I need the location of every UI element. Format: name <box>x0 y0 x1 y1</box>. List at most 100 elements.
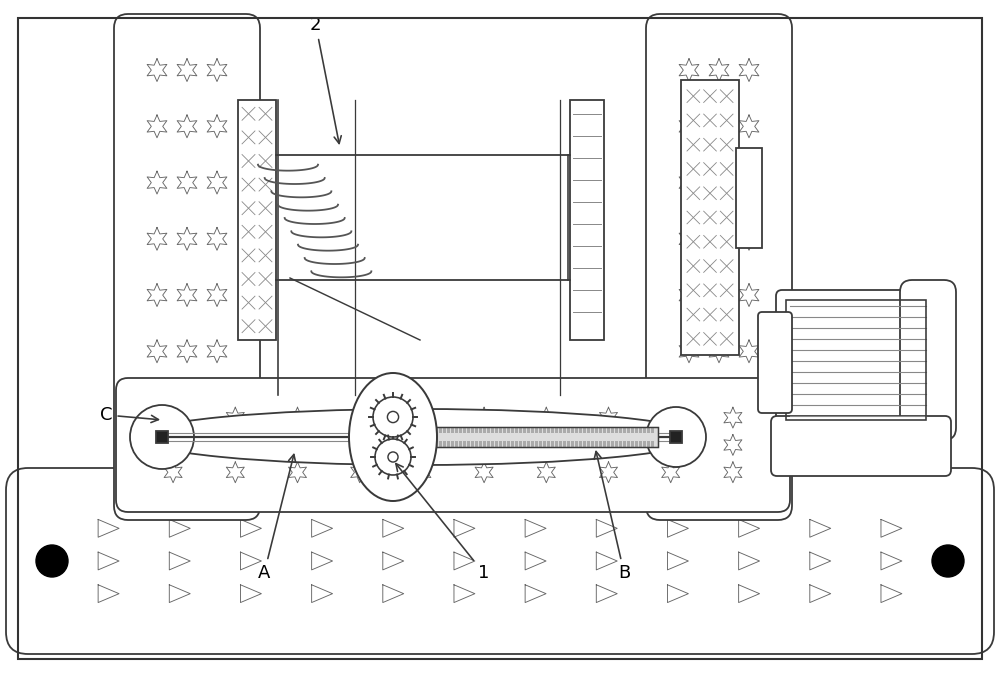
FancyBboxPatch shape <box>758 312 792 413</box>
Bar <box>786 300 926 420</box>
Bar <box>503 441 506 447</box>
Bar <box>571 441 574 447</box>
Bar <box>643 427 646 433</box>
Bar <box>575 441 578 447</box>
Bar <box>463 427 466 433</box>
Bar <box>503 427 506 433</box>
Bar <box>539 427 542 433</box>
Bar <box>547 441 550 447</box>
Bar <box>647 441 650 447</box>
Bar <box>651 441 654 447</box>
Text: 1: 1 <box>396 464 489 582</box>
Bar <box>487 427 490 433</box>
Bar <box>403 427 406 433</box>
Bar <box>563 427 566 433</box>
Bar <box>515 427 518 433</box>
Bar <box>156 431 168 443</box>
Bar <box>395 441 398 447</box>
Bar <box>539 441 542 447</box>
Bar <box>591 441 594 447</box>
Bar <box>507 427 510 433</box>
Bar <box>431 427 434 433</box>
Bar <box>631 441 634 447</box>
Text: C: C <box>100 406 158 424</box>
Circle shape <box>375 439 411 475</box>
Bar <box>515 441 518 447</box>
Bar <box>411 427 414 433</box>
FancyBboxPatch shape <box>776 290 946 430</box>
Bar <box>547 427 550 433</box>
Text: A: A <box>258 454 296 582</box>
Bar <box>627 441 630 447</box>
Bar <box>615 441 618 447</box>
Bar <box>591 427 594 433</box>
Bar <box>459 441 462 447</box>
Bar <box>487 441 490 447</box>
Bar <box>619 427 622 433</box>
FancyBboxPatch shape <box>900 280 956 440</box>
Bar <box>639 441 642 447</box>
Bar <box>479 441 482 447</box>
Bar <box>435 427 438 433</box>
Bar <box>415 441 418 447</box>
Bar <box>623 427 626 433</box>
Bar <box>559 441 562 447</box>
Bar <box>535 441 538 447</box>
Bar <box>670 431 682 443</box>
FancyBboxPatch shape <box>114 14 260 520</box>
Bar <box>627 427 630 433</box>
Bar <box>407 441 410 447</box>
Bar <box>483 441 486 447</box>
Bar <box>571 427 574 433</box>
Bar <box>399 441 402 447</box>
Bar <box>635 441 638 447</box>
Bar <box>467 441 470 447</box>
Bar <box>507 441 510 447</box>
Bar <box>463 441 466 447</box>
Bar <box>511 441 514 447</box>
Bar <box>238 100 276 340</box>
Circle shape <box>36 545 68 577</box>
Bar <box>451 427 454 433</box>
Bar <box>615 427 618 433</box>
Bar <box>595 427 598 433</box>
Bar <box>587 427 590 433</box>
Circle shape <box>130 405 194 469</box>
Bar <box>471 427 474 433</box>
Text: B: B <box>594 452 630 582</box>
Bar <box>611 441 614 447</box>
Bar <box>491 441 494 447</box>
Bar <box>531 427 534 433</box>
Bar <box>579 441 582 447</box>
Bar <box>423 441 426 447</box>
Bar <box>427 427 430 433</box>
Circle shape <box>388 452 398 462</box>
Bar <box>443 441 446 447</box>
Bar <box>451 441 454 447</box>
Bar <box>471 441 474 447</box>
Bar <box>559 427 562 433</box>
Bar <box>587 441 590 447</box>
Bar <box>519 441 522 447</box>
Ellipse shape <box>349 373 437 501</box>
Bar <box>395 427 658 447</box>
Bar <box>443 427 446 433</box>
Bar <box>395 427 658 447</box>
Bar <box>595 441 598 447</box>
Bar <box>459 427 462 433</box>
Bar <box>527 427 530 433</box>
Bar <box>681 80 739 355</box>
Bar <box>427 441 430 447</box>
Bar <box>543 441 546 447</box>
Bar <box>603 427 606 433</box>
Bar <box>599 441 602 447</box>
Bar <box>635 427 638 433</box>
Bar <box>411 441 414 447</box>
Bar <box>607 441 610 447</box>
Bar <box>519 427 522 433</box>
Bar <box>607 427 610 433</box>
Circle shape <box>387 412 399 422</box>
Bar <box>439 441 442 447</box>
Bar <box>555 427 558 433</box>
Bar <box>495 427 498 433</box>
